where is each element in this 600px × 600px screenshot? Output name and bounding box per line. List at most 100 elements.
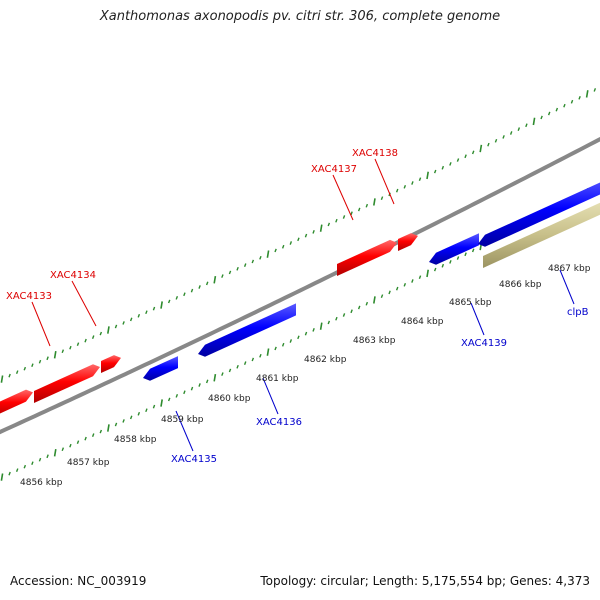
forward-track-tick	[593, 88, 597, 92]
reverse-track-tick	[236, 364, 239, 369]
forward-track-tick	[570, 99, 574, 104]
reverse-track-tick	[107, 424, 110, 432]
forward-track-tick	[479, 144, 483, 153]
reverse-track-tick	[418, 275, 422, 280]
reverse-track-tick	[449, 260, 452, 264]
forward-track-tick	[289, 241, 293, 245]
genome-summary-text: Topology: circular; Length: 5,175,554 bp…	[260, 574, 590, 588]
forward-track-tick	[411, 181, 414, 185]
gene-leader-line	[31, 301, 51, 347]
forward-track-tick	[502, 135, 505, 139]
forward-track-tick	[509, 131, 513, 135]
scale-label: 4867 kbp	[548, 264, 591, 274]
gene-leader-line	[374, 158, 395, 205]
reverse-track-tick	[129, 415, 133, 420]
forward-track-tick	[259, 255, 262, 260]
gene-leader-line	[332, 174, 354, 221]
gene-arrow-clpb	[478, 182, 600, 247]
scale-label: 4866 kbp	[499, 280, 542, 290]
forward-track-tick	[487, 142, 490, 147]
forward-track-tick	[350, 211, 353, 216]
reverse-track-tick	[190, 386, 194, 391]
reverse-track-tick	[76, 440, 80, 445]
gene-arrow-xac4137	[337, 239, 397, 276]
forward-track-tick	[585, 90, 589, 98]
reverse-track-tick	[38, 457, 42, 462]
scale-label: 4859 kbp	[161, 415, 204, 425]
forward-track-tick	[91, 335, 95, 339]
reverse-track-tick	[205, 379, 209, 384]
gene-label-xac4133: XAC4133	[6, 291, 52, 302]
forward-track-tick	[0, 375, 4, 383]
reverse-track-tick	[403, 282, 407, 287]
reverse-track-tick	[335, 316, 338, 321]
forward-track-tick	[281, 244, 285, 249]
reverse-track-tick	[426, 269, 429, 278]
forward-track-tick	[433, 169, 437, 174]
reverse-track-tick	[357, 305, 361, 310]
forward-track-tick	[563, 103, 566, 108]
scale-label: 4861 kbp	[256, 374, 299, 384]
feature-band	[483, 202, 600, 268]
scale-label: 4860 kbp	[208, 394, 251, 404]
reverse-track-tick	[289, 339, 293, 343]
gene-arrow-xac4139	[429, 233, 479, 265]
reverse-track-tick	[411, 279, 414, 283]
forward-track-tick	[525, 123, 528, 128]
gene-leader-line	[71, 280, 97, 327]
forward-track-tick	[46, 356, 49, 361]
reverse-track-tick	[281, 342, 285, 347]
forward-track-tick	[342, 215, 346, 219]
scale-label: 4857 kbp	[67, 458, 110, 468]
scale-label: 4864 kbp	[401, 317, 444, 327]
reverse-track-tick	[145, 408, 148, 413]
reverse-track-tick	[183, 390, 186, 395]
forward-track-tick	[167, 299, 171, 304]
forward-track-tick	[547, 111, 551, 116]
gene-leader-line	[175, 410, 194, 452]
gene-arrow-xac4136	[198, 303, 296, 357]
forward-track-tick	[418, 177, 422, 182]
scale-label: 4858 kbp	[114, 435, 157, 445]
reverse-track-tick	[160, 399, 163, 407]
forward-track-tick	[304, 233, 308, 238]
reverse-track-tick	[304, 331, 308, 336]
reverse-track-tick	[0, 473, 4, 481]
forward-track-tick	[517, 127, 521, 131]
gene-leader-line	[559, 269, 575, 305]
forward-track-tick	[145, 310, 148, 315]
forward-track-tick	[471, 150, 475, 155]
forward-track-tick	[213, 275, 217, 284]
forward-track-tick	[335, 218, 338, 223]
forward-track-tick	[464, 154, 467, 159]
gene-arrow-xac4133	[34, 364, 100, 403]
forward-track-tick	[327, 222, 331, 227]
reverse-track-tick	[46, 454, 49, 459]
reverse-track-tick	[198, 383, 201, 387]
reverse-track-tick	[365, 301, 369, 306]
forward-track-tick	[152, 306, 156, 311]
reverse-track-tick	[31, 461, 34, 466]
forward-track-tick	[205, 281, 209, 286]
gene-label-xac4136: XAC4136	[256, 417, 302, 428]
reverse-track-tick	[259, 353, 262, 358]
gene-label-xac4139: XAC4139	[461, 338, 507, 349]
scale-label: 4856 kbp	[20, 478, 63, 488]
gene-label-xac4135: XAC4135	[171, 454, 217, 465]
gene-arrow-xac4134	[101, 355, 121, 373]
reverse-track-tick	[167, 397, 171, 402]
forward-track-tick	[38, 359, 42, 364]
reverse-track-tick	[274, 346, 277, 351]
forward-track-tick	[160, 301, 163, 309]
forward-track-tick	[137, 313, 141, 318]
forward-track-tick	[555, 107, 559, 112]
reverse-track-tick	[114, 422, 118, 427]
forward-track-tick	[365, 203, 369, 208]
forward-track-tick	[61, 349, 65, 354]
gene-arrow-xac4135	[143, 356, 178, 381]
gene-label-xac4138: XAC4138	[352, 148, 398, 159]
forward-track-tick	[114, 324, 118, 329]
reverse-track-tick	[91, 433, 95, 437]
